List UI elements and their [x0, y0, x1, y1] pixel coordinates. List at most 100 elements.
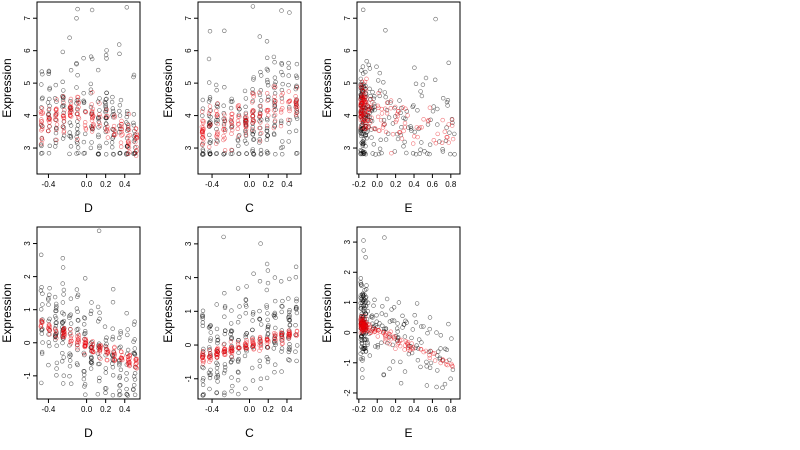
- red-point: [278, 123, 284, 129]
- red-point: [250, 127, 255, 132]
- red-point: [375, 334, 380, 339]
- black-point: [46, 302, 51, 307]
- red-point: [68, 341, 74, 346]
- black-point: [410, 104, 415, 110]
- black-point: [250, 149, 255, 154]
- black-point: [110, 287, 116, 292]
- black-point: [96, 378, 102, 384]
- red-point: [391, 335, 397, 340]
- y-tick-label: 6: [23, 48, 32, 53]
- red-point: [257, 125, 262, 131]
- black-point: [367, 353, 372, 358]
- black-point: [377, 146, 383, 152]
- red-point: [75, 346, 80, 351]
- red-point: [46, 327, 52, 332]
- black-point: [96, 361, 101, 367]
- scatter-panel-2: -0.4 0.0 0.2 0.4 3 4 5 6 7 C Expression: [161, 1, 302, 215]
- red-point: [200, 353, 205, 358]
- black-point: [89, 300, 94, 305]
- red-point: [61, 326, 67, 332]
- black-point: [280, 152, 285, 157]
- red-point: [61, 130, 66, 135]
- black-point: [375, 345, 380, 350]
- black-point: [103, 100, 108, 106]
- black-point: [53, 82, 58, 88]
- red-point: [250, 110, 255, 115]
- black-point: [272, 59, 277, 65]
- red-point: [222, 351, 228, 357]
- black-point: [125, 124, 131, 130]
- red-point: [235, 126, 241, 132]
- black-point: [363, 255, 368, 260]
- red-point: [450, 123, 455, 128]
- black-point: [361, 132, 366, 137]
- red-point: [61, 115, 67, 121]
- black-point: [367, 66, 373, 71]
- red-point: [359, 92, 364, 98]
- black-point: [279, 309, 284, 315]
- black-point: [426, 349, 432, 355]
- black-point: [76, 318, 81, 323]
- black-point: [435, 122, 440, 127]
- black-point: [53, 130, 59, 136]
- black-point: [208, 138, 213, 143]
- black-point: [294, 116, 300, 121]
- black-point: [398, 381, 404, 386]
- black-point: [235, 378, 241, 383]
- red-point: [61, 94, 66, 99]
- black-point: [61, 312, 67, 317]
- black-point: [359, 68, 364, 73]
- black-point: [265, 151, 270, 156]
- red-point: [133, 153, 139, 158]
- black-point: [75, 123, 81, 128]
- black-point: [132, 383, 137, 388]
- red-point: [371, 126, 376, 131]
- red-point: [403, 106, 408, 111]
- red-point: [287, 106, 292, 112]
- scatter-panel-5: -0.4 0.0 0.2 0.4 -1 0 1 2 3 C Expression: [161, 226, 302, 440]
- black-point: [124, 5, 130, 10]
- black-point: [287, 342, 292, 347]
- red-point: [76, 338, 82, 343]
- x-tick-label: 0.4: [119, 405, 131, 414]
- black-point: [361, 248, 366, 253]
- red-point: [250, 120, 255, 126]
- black-point: [404, 320, 409, 325]
- black-point: [444, 125, 449, 130]
- black-point: [250, 87, 255, 92]
- black-point: [200, 97, 206, 103]
- black-point: [207, 140, 212, 145]
- red-point: [272, 112, 278, 118]
- black-point: [400, 313, 405, 318]
- red-point: [214, 108, 219, 114]
- black-point: [440, 385, 445, 390]
- black-point: [359, 283, 364, 288]
- black-point: [131, 322, 137, 327]
- black-point: [409, 128, 414, 133]
- red-point: [89, 129, 95, 134]
- black-point: [96, 134, 101, 140]
- red-point: [215, 352, 220, 357]
- black-point: [361, 151, 366, 156]
- red-point: [266, 113, 271, 118]
- black-point: [445, 97, 451, 103]
- red-point: [445, 362, 450, 368]
- red-point: [215, 132, 220, 137]
- black-point: [214, 360, 219, 365]
- black-point: [201, 346, 206, 352]
- x-tick-label: 0.0: [372, 405, 384, 414]
- black-point: [132, 392, 138, 397]
- black-point: [361, 7, 366, 13]
- red-point: [388, 329, 393, 334]
- black-point: [372, 93, 377, 99]
- black-point: [39, 331, 44, 336]
- y-tick-label: 3: [23, 145, 32, 150]
- black-point: [258, 376, 264, 381]
- black-point: [438, 346, 443, 351]
- red-point: [111, 123, 117, 129]
- scatter-panel-1: -0.4 0.0 0.2 0.4 3 4 5 6 7 D Expression: [0, 1, 141, 215]
- red-point: [363, 118, 368, 124]
- y-tick-label: 3: [343, 145, 352, 150]
- black-point: [200, 393, 205, 398]
- black-point: [360, 151, 365, 157]
